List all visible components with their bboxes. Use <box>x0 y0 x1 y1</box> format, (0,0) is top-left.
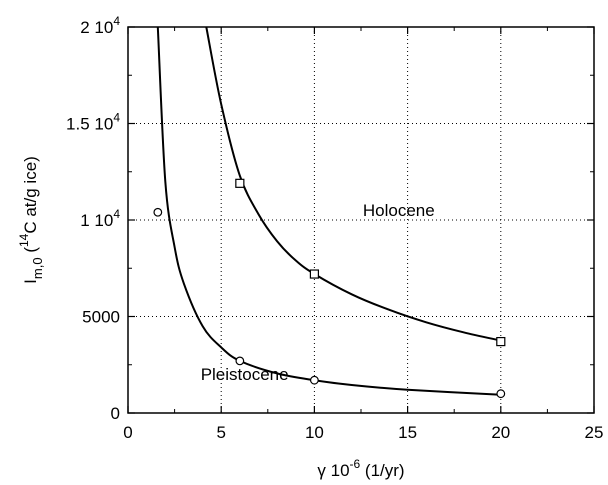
x-tick-labels: 0 5 10 15 20 25 <box>123 423 603 442</box>
x-tick-label: 15 <box>398 423 417 442</box>
y-tick-label: 1 104 <box>80 207 120 230</box>
pleistocene-point <box>236 357 244 365</box>
x-tick-label: 10 <box>305 423 324 442</box>
x-tick-label: 25 <box>585 423 604 442</box>
pleistocene-point <box>154 208 162 216</box>
pleistocene-point <box>311 376 319 384</box>
pleistocene-curve <box>158 27 501 395</box>
annotation-holocene: Holocene <box>363 201 435 220</box>
holocene-point <box>236 179 244 187</box>
annotations: Holocene Pleistocene <box>201 201 435 384</box>
y-tick-label: 5000 <box>82 308 120 327</box>
y-tick-label: 0 <box>111 404 120 423</box>
x-axis-title: γ 10-6 (1/yr) <box>317 457 404 480</box>
x-tick-label: 0 <box>123 423 132 442</box>
pleistocene-point <box>497 390 505 398</box>
y-tick-label: 1.5 104 <box>66 111 120 134</box>
y-tick-label: 2 104 <box>80 14 120 37</box>
holocene-point <box>310 270 318 278</box>
y-axis-title: Im,0 (14C at/g ice) <box>17 156 45 284</box>
x-tick-label: 5 <box>216 423 225 442</box>
x-tick-label: 20 <box>491 423 510 442</box>
holocene-point <box>497 338 505 346</box>
annotation-pleistocene: Pleistocene <box>201 365 289 384</box>
curves <box>158 27 501 395</box>
y-tick-labels: 0 5000 1 104 1.5 104 2 104 <box>66 14 120 423</box>
grid <box>128 27 594 413</box>
holocene-curve <box>206 27 501 341</box>
